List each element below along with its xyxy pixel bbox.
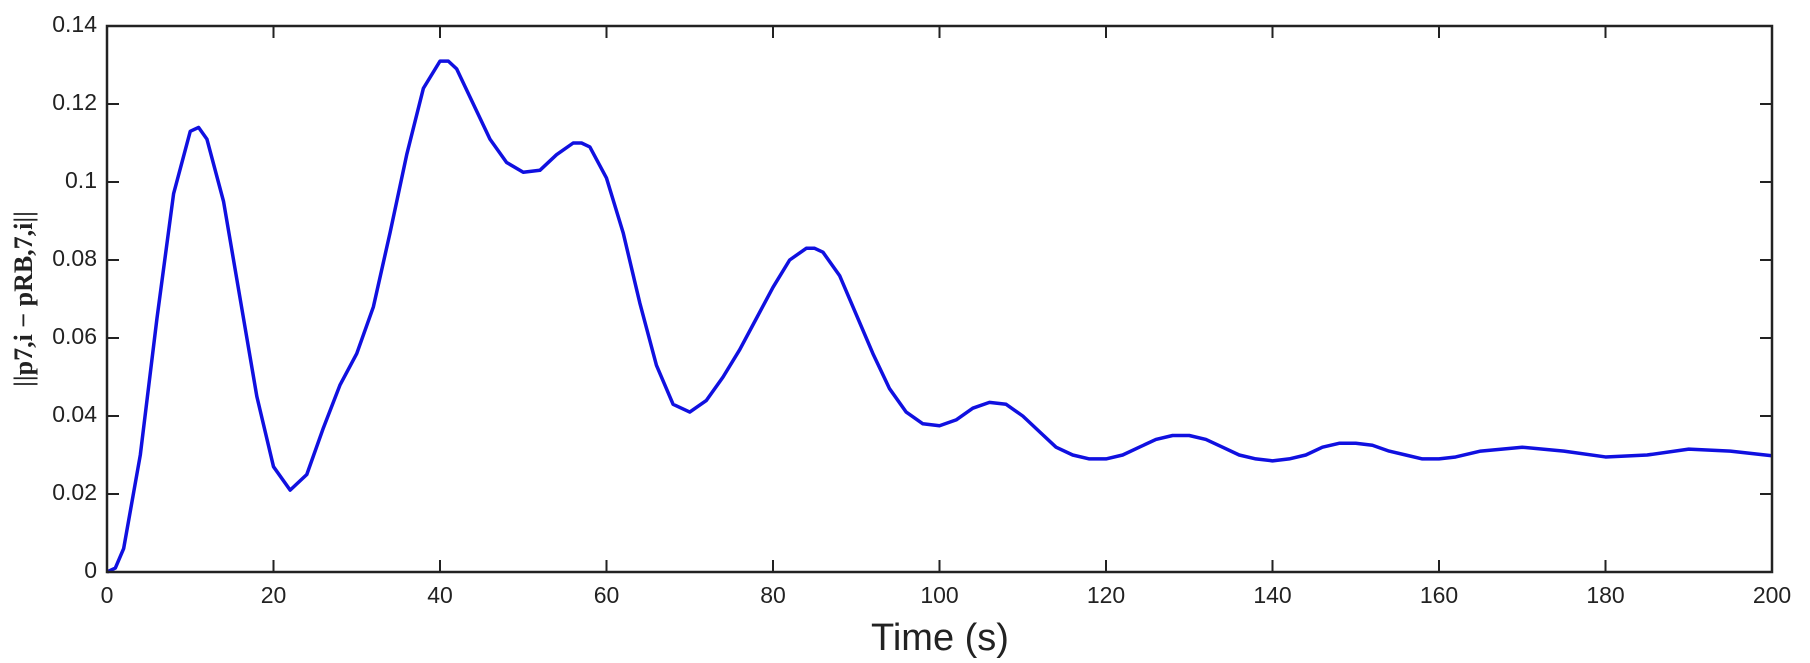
y-tick-label: 0.1 (65, 167, 97, 193)
y-tick-label: 0 (84, 557, 97, 583)
x-tick-label: 40 (427, 582, 453, 608)
x-tick-label: 200 (1753, 582, 1791, 608)
x-tick-label: 20 (261, 582, 287, 608)
x-tick-label: 80 (760, 582, 786, 608)
y-tick-label: 0.06 (52, 323, 97, 349)
x-tick-label: 0 (101, 582, 114, 608)
plot-frame (105, 24, 1774, 574)
x-tick-label: 160 (1420, 582, 1458, 608)
x-axis-label: Time (s) (871, 617, 1009, 659)
data-line (106, 59, 1773, 574)
x-tick-label: 100 (920, 582, 958, 608)
x-tick-label: 60 (594, 582, 620, 608)
y-tick-label: 0.12 (52, 89, 97, 115)
x-tick-label: 140 (1253, 582, 1291, 608)
y-tick-label: 0.02 (52, 479, 97, 505)
y-tick-label: 0.08 (52, 245, 97, 271)
y-axis-label: ||p7,i − pRB,7,i|| (9, 211, 38, 387)
x-tick-label: 120 (1087, 582, 1125, 608)
y-tick-label: 0.14 (52, 11, 97, 37)
x-tick-label: 180 (1586, 582, 1624, 608)
y-tick-label: 0.04 (52, 401, 97, 427)
